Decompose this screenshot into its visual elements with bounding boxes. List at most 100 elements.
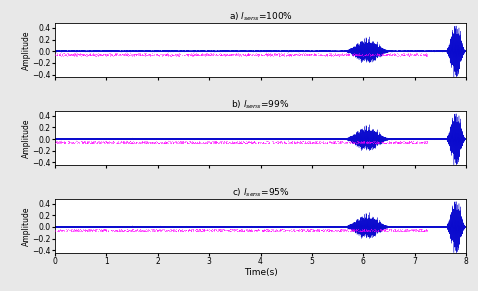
Point [132, 140, 140, 145]
Point [404, 229, 412, 233]
Point [321, 53, 328, 57]
Point [391, 228, 398, 233]
Point [195, 228, 203, 232]
Point [370, 139, 378, 144]
Point [178, 229, 186, 233]
Point [264, 53, 272, 57]
Point [176, 139, 184, 144]
Point [71, 52, 78, 56]
Point [56, 52, 64, 56]
Point [57, 228, 65, 232]
Point [140, 229, 148, 233]
Point [214, 52, 222, 57]
Point [217, 228, 225, 233]
Point [358, 140, 366, 145]
Point [60, 140, 67, 145]
Point [107, 52, 114, 56]
Point [369, 139, 377, 144]
Point [125, 140, 133, 144]
Point [54, 228, 62, 233]
Point [317, 53, 325, 58]
Point [337, 227, 345, 232]
Point [391, 141, 398, 145]
Point [220, 52, 228, 56]
Point [163, 51, 170, 56]
Point [102, 227, 109, 232]
Point [254, 139, 261, 144]
Point [164, 53, 172, 58]
Point [402, 229, 410, 234]
Point [174, 53, 182, 58]
Point [54, 53, 61, 58]
Point [403, 140, 411, 144]
Point [374, 139, 381, 144]
Point [286, 53, 293, 57]
Point [402, 228, 409, 233]
Point [66, 52, 74, 57]
Point [173, 53, 180, 58]
Point [240, 228, 248, 233]
Point [295, 53, 303, 58]
Point [100, 52, 108, 56]
Point [358, 52, 366, 56]
Point [326, 228, 334, 232]
Point [325, 51, 333, 56]
Point [373, 141, 380, 146]
Point [258, 229, 266, 234]
Point [129, 53, 136, 58]
Point [81, 52, 89, 57]
Point [86, 139, 93, 144]
Point [87, 141, 95, 146]
Point [235, 228, 242, 233]
Point [238, 228, 246, 233]
Point [92, 53, 99, 58]
Point [312, 52, 320, 57]
Point [76, 141, 83, 145]
Point [342, 140, 350, 145]
Point [215, 228, 223, 232]
Point [132, 140, 140, 144]
Point [175, 140, 183, 144]
Point [364, 228, 371, 233]
Point [237, 229, 245, 234]
Point [145, 52, 152, 56]
Point [248, 141, 256, 146]
Point [250, 228, 258, 233]
Point [327, 140, 335, 144]
Point [150, 227, 157, 232]
Point [354, 53, 361, 57]
Point [247, 227, 255, 232]
Point [227, 53, 235, 58]
Point [130, 140, 138, 145]
Point [204, 141, 211, 146]
Point [298, 228, 306, 233]
Point [274, 228, 282, 233]
Point [213, 139, 220, 144]
Point [385, 139, 393, 143]
Point [115, 229, 122, 233]
Point [148, 52, 155, 57]
Point [365, 227, 373, 232]
Point [188, 141, 196, 146]
Point [156, 228, 163, 233]
Point [277, 139, 284, 143]
Point [249, 53, 256, 58]
Point [248, 141, 255, 146]
Point [305, 228, 313, 233]
Point [268, 52, 276, 56]
Point [99, 51, 107, 56]
Point [323, 52, 330, 56]
Point [88, 140, 96, 145]
Point [79, 53, 87, 58]
Point [252, 228, 260, 233]
Point [387, 227, 394, 232]
Point [96, 139, 103, 144]
Point [98, 228, 106, 233]
Point [188, 53, 196, 57]
Point [174, 227, 182, 232]
Point [245, 140, 252, 144]
Point [84, 139, 92, 144]
Point [258, 52, 265, 57]
Point [67, 228, 75, 233]
Point [122, 140, 130, 145]
